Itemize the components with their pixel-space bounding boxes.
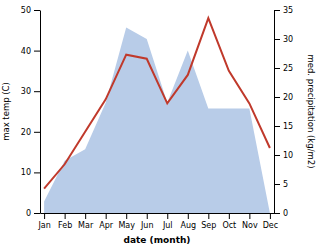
tick-mark <box>274 97 280 98</box>
x-tick: Mar <box>78 213 94 230</box>
tick-mark <box>34 51 40 52</box>
tick-label: 30 <box>21 87 31 96</box>
tick-mark <box>274 68 280 69</box>
x-axis-title: date (month) <box>124 235 191 245</box>
x-tick: Jan <box>37 213 50 230</box>
y2-axis-title: med. precipitation (kg/m2) <box>306 54 316 168</box>
tick-mark <box>167 213 168 219</box>
tick-label: 50 <box>21 6 31 15</box>
y-tick: 0 <box>26 209 40 218</box>
tick-mark <box>34 213 40 214</box>
y2-axis: 0 5 10 15 20 25 30 35 <box>274 6 293 218</box>
tick-label: Sep <box>201 221 216 230</box>
tick-mark <box>126 213 127 219</box>
chart-area: Jan Feb Mar Apr May Jun Jul Aug Sep Oct Nov Dec 0 10 2… <box>1 6 316 245</box>
tick-label: 0 <box>283 209 288 218</box>
y-axis-title: max temp (C) <box>1 82 11 141</box>
x-tick: May <box>118 213 135 230</box>
tick-label: Jul <box>162 221 173 230</box>
tick-mark <box>34 172 40 173</box>
y2-tick: 5 <box>274 180 288 189</box>
tick-mark <box>65 213 66 219</box>
tick-label: Feb <box>58 221 72 230</box>
tick-mark <box>274 39 280 40</box>
tick-label: Oct <box>222 221 236 230</box>
y-tick: 40 <box>21 47 40 56</box>
tick-label: 10 <box>283 151 293 160</box>
tick-mark <box>85 213 86 219</box>
x-tick: Jun <box>140 213 154 230</box>
tick-label: Apr <box>99 221 114 230</box>
tick-label: 40 <box>21 47 31 56</box>
tick-label: 20 <box>21 128 31 137</box>
x-axis: Jan Feb Mar Apr May Jun Jul Aug Sep Oct Nov Dec <box>37 213 278 230</box>
plot <box>44 18 270 213</box>
y2-tick: 20 <box>274 93 293 102</box>
tick-label: 20 <box>283 93 293 102</box>
axis-line <box>40 11 41 214</box>
x-tick: Oct <box>222 213 236 230</box>
y-tick: 30 <box>21 87 40 96</box>
axis-line <box>41 213 275 214</box>
tick-mark <box>274 213 280 214</box>
tick-label: 30 <box>283 35 293 44</box>
temp-line <box>44 18 270 189</box>
tick-mark <box>44 213 45 219</box>
tick-label: Jan <box>37 221 50 230</box>
tick-mark <box>106 213 107 219</box>
axis-line <box>274 11 275 214</box>
y2-tick: 25 <box>274 64 293 73</box>
tick-mark <box>34 91 40 92</box>
y-tick: 10 <box>21 168 40 177</box>
tick-label: May <box>118 221 135 230</box>
tick-label: 10 <box>21 168 31 177</box>
tick-mark <box>34 10 40 11</box>
tick-mark <box>147 213 148 219</box>
tick-label: Nov <box>242 221 258 230</box>
y2-tick: 15 <box>274 122 293 131</box>
tick-label: 5 <box>283 180 288 189</box>
tick-label: Mar <box>78 221 94 230</box>
tick-mark <box>34 132 40 133</box>
tick-label: 0 <box>26 209 31 218</box>
tick-label: Aug <box>180 221 196 230</box>
tick-mark <box>274 155 280 156</box>
x-tick: Jul <box>162 213 173 230</box>
x-tick: Sep <box>201 213 216 230</box>
x-tick: Dec <box>263 213 278 230</box>
tick-mark <box>208 213 209 219</box>
tick-label: 35 <box>283 6 293 15</box>
y2-tick: 35 <box>274 6 293 15</box>
tick-mark <box>274 10 280 11</box>
y2-tick: 10 <box>274 151 293 160</box>
y2-tick: 0 <box>274 209 288 218</box>
x-tick: Apr <box>99 213 114 230</box>
tick-mark <box>274 126 280 127</box>
y-tick: 50 <box>21 6 40 15</box>
x-tick: Aug <box>180 213 196 230</box>
precip-area <box>44 27 270 213</box>
tick-mark <box>249 213 250 219</box>
tick-label: Jun <box>140 221 154 230</box>
tick-mark <box>188 213 189 219</box>
chart: Jan Feb Mar Apr May Jun Jul Aug Sep Oct Nov Dec 0 10 2… <box>0 0 318 247</box>
x-tick: Feb <box>58 213 72 230</box>
y-axis: 0 10 20 30 40 50 <box>21 6 41 218</box>
y-tick: 20 <box>21 128 40 137</box>
y2-tick: 30 <box>274 35 293 44</box>
tick-label: 15 <box>283 122 293 131</box>
tick-mark <box>270 213 271 219</box>
tick-label: Dec <box>263 221 278 230</box>
x-tick: Nov <box>242 213 258 230</box>
tick-label: 25 <box>283 64 293 73</box>
tick-mark <box>229 213 230 219</box>
tick-mark <box>274 184 280 185</box>
